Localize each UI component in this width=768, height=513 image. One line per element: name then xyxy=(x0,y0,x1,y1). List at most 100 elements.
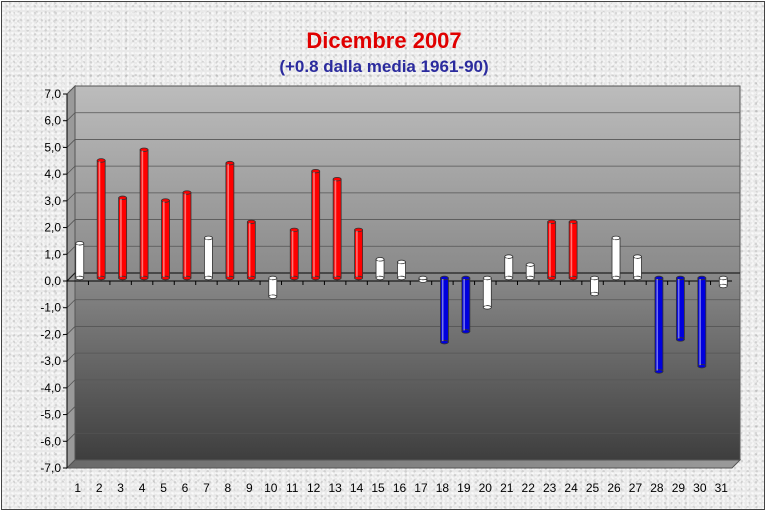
bar xyxy=(675,275,685,342)
gridline xyxy=(66,326,740,335)
gridline xyxy=(66,112,740,121)
x-tick-label: 17 xyxy=(414,481,428,495)
y-tick-label: -6,0 xyxy=(40,434,61,448)
bar xyxy=(611,235,621,281)
bar xyxy=(311,168,321,281)
y-tick-label: 3,0 xyxy=(44,194,61,208)
x-tick-label: 31 xyxy=(715,481,729,495)
x-tick-label: 18 xyxy=(436,481,450,495)
bar xyxy=(568,219,578,281)
bar xyxy=(354,227,363,281)
x-tick-label: 25 xyxy=(586,481,600,495)
floor xyxy=(65,459,742,469)
bar xyxy=(461,275,471,334)
bar xyxy=(246,219,256,281)
chart-subtitle: (+0.8 dalla media 1961-90) xyxy=(279,57,488,76)
gridline xyxy=(66,139,740,148)
gridline xyxy=(66,432,740,442)
gridline xyxy=(66,245,740,255)
bar xyxy=(118,195,128,281)
bar xyxy=(590,275,599,297)
gridline xyxy=(66,219,740,228)
bar xyxy=(332,176,342,281)
bar xyxy=(96,158,106,281)
y-tick-label: -1,0 xyxy=(40,301,61,315)
x-tick-label: 21 xyxy=(500,481,514,495)
bar xyxy=(225,160,235,281)
x-tick-label: 9 xyxy=(246,481,253,495)
bar xyxy=(504,254,514,281)
y-tick-label: -4,0 xyxy=(40,381,61,395)
zero-line xyxy=(66,272,740,282)
gridline xyxy=(66,459,740,469)
x-tick-label: 16 xyxy=(393,481,407,495)
bar xyxy=(139,147,149,281)
x-tick-label: 8 xyxy=(225,481,232,495)
bar xyxy=(75,241,85,281)
bar xyxy=(418,275,428,283)
bar xyxy=(375,257,385,281)
gridline xyxy=(66,352,740,362)
y-tick-label: -3,0 xyxy=(40,354,61,368)
bar xyxy=(547,219,557,281)
gridline xyxy=(66,165,740,175)
bars xyxy=(75,147,728,374)
x-tick-label: 10 xyxy=(264,481,278,495)
x-tick-label: 30 xyxy=(693,481,707,495)
y-tick-label: 1,0 xyxy=(44,247,61,261)
x-tick-label: 5 xyxy=(160,481,167,495)
bar xyxy=(525,262,535,281)
bar xyxy=(161,198,170,281)
bar xyxy=(697,275,707,369)
y-tick-label: 6,0 xyxy=(44,114,61,128)
x-tick-label: 28 xyxy=(650,481,664,495)
bar xyxy=(182,190,192,281)
x-tick-label: 2 xyxy=(96,481,103,495)
bar xyxy=(654,275,664,374)
x-axis: 1 2 3 4 5 6 7 8 9 10 11 12 13 14 15 16 17 18 19 20 21 22 23 24 2… xyxy=(66,281,729,495)
y-tick-label: -7,0 xyxy=(40,461,61,475)
x-tick-label: 20 xyxy=(479,481,493,495)
x-tick-label: 1 xyxy=(74,481,81,495)
bar xyxy=(204,235,213,281)
x-tick-label: 4 xyxy=(139,481,146,495)
x-tick-label: 13 xyxy=(328,481,342,495)
gridline xyxy=(66,406,740,415)
y-tick-label: -2,0 xyxy=(40,327,61,341)
y-tick-label: 7,0 xyxy=(44,87,61,101)
x-tick-label: 23 xyxy=(543,481,557,495)
gridline xyxy=(66,85,740,95)
gridline xyxy=(66,299,740,308)
y-tick-label: 2,0 xyxy=(44,221,61,235)
bar xyxy=(440,275,449,345)
x-tick-label: 19 xyxy=(457,481,471,495)
bar xyxy=(397,259,406,281)
x-tick-label: 14 xyxy=(350,481,364,495)
bar xyxy=(289,227,299,281)
x-tick-label: 11 xyxy=(286,481,299,495)
x-tick-label: 27 xyxy=(629,481,643,495)
y-tick-label: 0,0 xyxy=(44,274,61,288)
gridline xyxy=(66,192,740,202)
x-tick-label: 26 xyxy=(607,481,621,495)
bar xyxy=(633,254,642,281)
y-axis: -7,0 -6,0 -5,0 -4,0 -3,0 -2,0 -1,0 0,0 1,0 2,0 3,0… xyxy=(40,87,68,475)
chart-title: Dicembre 2007 xyxy=(306,28,461,53)
x-tick-label: 12 xyxy=(307,481,321,495)
x-tick-label: 3 xyxy=(117,481,124,495)
bar xyxy=(268,275,278,299)
y-tick-label: -5,0 xyxy=(40,408,61,422)
bar xyxy=(718,275,728,289)
x-tick-label: 24 xyxy=(564,481,578,495)
y-tick-label: 4,0 xyxy=(44,167,61,181)
x-tick-label: 6 xyxy=(182,481,189,495)
x-tick-label: 7 xyxy=(203,481,210,495)
y-tick-label: 5,0 xyxy=(44,140,61,154)
bar xyxy=(482,275,492,310)
x-tick-label: 29 xyxy=(672,481,686,495)
x-tick-label: 22 xyxy=(522,481,536,495)
x-tick-label: 15 xyxy=(371,481,385,495)
gridline xyxy=(66,379,740,389)
